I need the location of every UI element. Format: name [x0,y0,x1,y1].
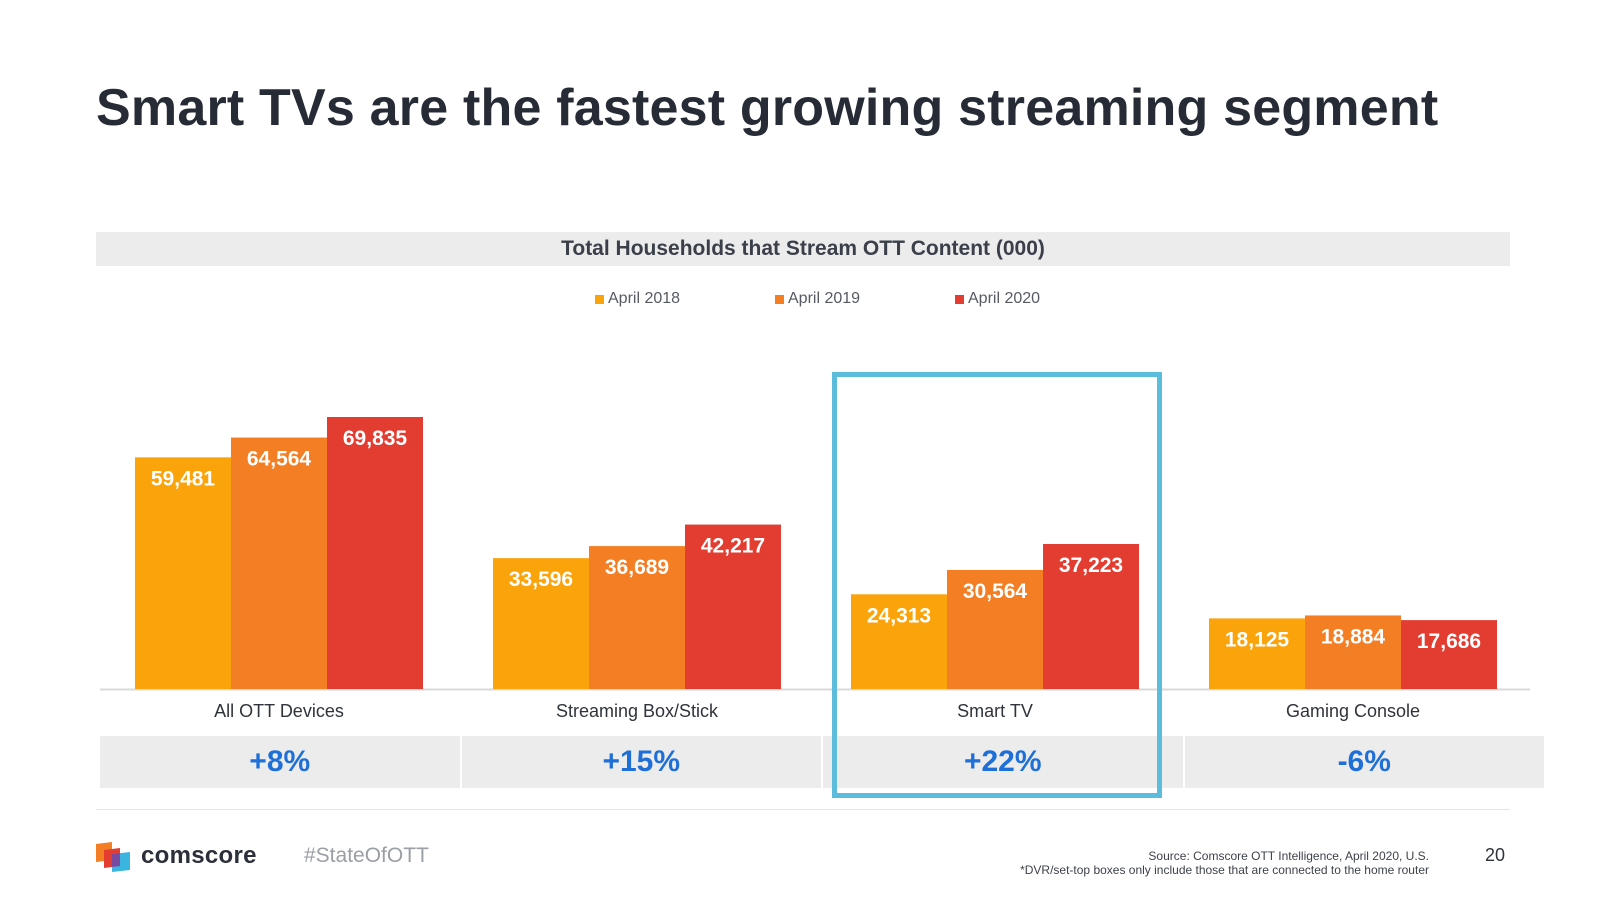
legend-item-april-2018: April 2018 [595,290,680,308]
footer-divider [96,809,1510,810]
bar-april-2020 [1401,620,1497,689]
bar-value-label: 69,835 [343,427,408,450]
bar-april-2018 [851,594,947,689]
bar-value-label: 36,689 [605,556,669,579]
source-text: Source: Comscore OTT Intelligence, April… [1148,849,1429,863]
growth-row: +8% +15% +22% -6% [100,736,1544,788]
bar-april-2020 [685,524,781,689]
legend-item-april-2020: April 2020 [955,290,1040,308]
hashtag: #StateOfOTT [304,844,429,867]
growth-value: -6% [1337,745,1391,778]
slide-title: Smart TVs are the fastest growing stream… [96,79,1439,137]
bar-april-2018 [1209,618,1305,689]
growth-value: +22% [963,745,1042,778]
legend-label: April 2018 [608,290,681,307]
growth-cell-gaming-console: -6% [1184,736,1544,788]
bar-april-2019 [1305,615,1401,689]
category-label: Streaming Box/Stick [556,701,719,721]
bar-april-2018 [493,558,589,689]
bar-april-2018 [135,457,231,689]
brand-name: comscore [141,842,257,869]
bar-value-label: 30,564 [963,580,1028,603]
chart-title: Total Households that Stream OTT Content… [561,237,1045,260]
growth-cell-all-ott: +8% [100,736,460,788]
chart-legend: April 2018 April 2019 April 2020 [0,290,1600,310]
legend-label: April 2019 [788,290,861,307]
category-label: All OTT Devices [214,701,344,721]
legend-label: April 2020 [968,290,1041,307]
chart-title-bar: Total Households that Stream OTT Content… [96,232,1510,266]
bar-april-2019 [231,437,327,689]
growth-cell-streaming-box: +15% [461,736,821,788]
bar-value-label: 24,313 [867,604,931,627]
bar-value-label: 18,884 [1321,625,1386,648]
bar-value-label: 42,217 [701,535,765,558]
legend-item-april-2019: April 2019 [775,290,860,308]
legend-swatch [775,294,784,304]
bar-april-2019 [589,546,685,689]
bar-value-label: 64,564 [247,448,312,471]
bar-april-2019 [947,569,1043,689]
footnote-text: *DVR/set-top boxes only include those th… [1020,863,1429,877]
category-label: Smart TV [957,701,1033,721]
legend-swatch [955,294,964,304]
bar-value-label: 37,223 [1059,554,1123,577]
bar-april-2020 [327,417,423,689]
growth-cell-smart-tv: +22% [823,736,1183,788]
bar-value-label: 18,125 [1225,628,1290,651]
category-label: Gaming Console [1286,701,1420,721]
growth-value: +8% [249,745,311,778]
growth-value: +15% [602,745,681,778]
bar-value-label: 17,686 [1417,630,1481,653]
legend-swatch [595,294,604,304]
comscore-logo-icon [96,842,130,872]
source-block: Source: Comscore OTT Intelligence, April… [1020,849,1429,877]
smart-tv-highlight-box [832,372,1162,798]
bar-value-label: 59,481 [151,467,216,490]
bar-april-2020 [1043,544,1139,689]
page-number: 20 [1485,845,1506,865]
bar-value-label: 33,596 [509,568,573,591]
